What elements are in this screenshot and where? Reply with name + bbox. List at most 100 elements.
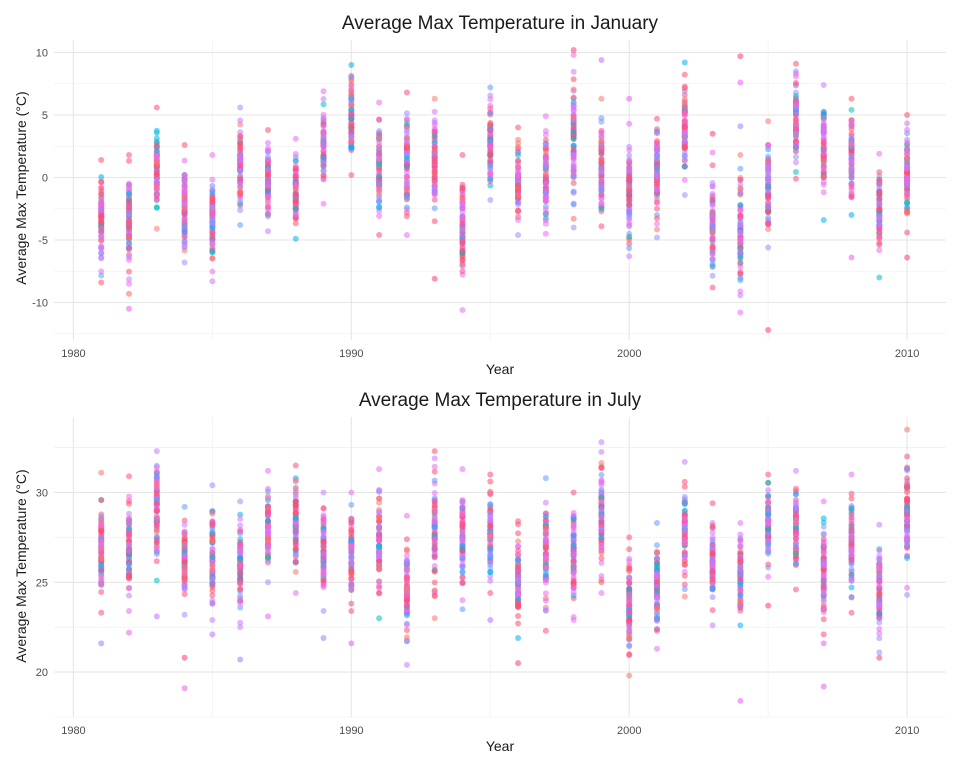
data-point [737,219,744,226]
data-point [403,173,410,180]
data-point [904,528,911,535]
data-point [320,130,327,137]
data-point [403,575,410,582]
data-point [515,530,522,537]
data-point [126,245,133,252]
data-point [737,181,744,188]
data-point [376,487,383,494]
data-point [403,592,410,599]
data-point [487,176,494,183]
data-point [542,194,549,201]
data-point [209,554,216,561]
data-point [654,215,661,222]
outlier-point [126,305,133,312]
data-point [181,259,188,266]
data-point [320,542,327,549]
data-point [431,154,438,161]
data-point [209,510,216,517]
data-point [126,500,133,507]
data-point [681,536,688,543]
data-point [876,239,883,246]
data-point [459,152,466,158]
data-point [820,139,827,146]
data-point [320,88,327,95]
data-point [848,194,855,201]
data-point [376,204,383,211]
data-point [654,226,661,233]
data-point [709,550,716,557]
data-point [820,179,827,186]
data-point [209,538,216,545]
data-point [98,250,105,257]
data-point [626,245,633,252]
data-point [570,516,577,523]
data-point [904,169,911,176]
data-point [126,608,133,615]
data-point [403,586,410,593]
data-point [765,183,772,190]
data-point [403,145,410,152]
data-point [709,284,716,291]
data-point [515,216,522,223]
data-point [820,616,827,623]
grid-lines-july [54,417,946,718]
data-point [459,574,466,581]
data-point [459,580,466,587]
data-point [181,517,188,524]
data-point [626,253,633,260]
data-point [459,256,466,263]
data-point [376,161,383,168]
data-point [681,522,688,529]
data-point [209,580,216,587]
outlier-point [237,656,244,663]
y-tick-label: -5 [38,235,48,247]
data-point [848,165,855,172]
data-point [848,551,855,558]
data-point [403,602,410,609]
y-tick-label: -10 [32,298,48,310]
data-point [181,581,188,588]
data-point [237,154,244,161]
data-point [403,120,410,127]
data-point [153,138,160,145]
data-point [292,590,299,597]
data-point [237,176,244,183]
data-point [431,455,438,462]
data-point [542,162,549,169]
data-point [598,129,605,136]
data-point [515,634,522,641]
data-point [264,579,271,586]
data-point [376,514,383,521]
data-point [626,652,633,659]
data-point [570,145,577,152]
data-point [98,272,105,279]
data-point [542,475,549,482]
data-point [209,575,216,582]
data-point [376,213,383,220]
data-point [515,579,522,586]
outlier-point [765,602,772,609]
data-point [848,471,855,478]
data-point [487,197,494,203]
data-point [876,247,883,254]
data-point [542,579,549,586]
data-point [153,539,160,546]
data-point [904,502,911,509]
data-point [626,591,633,598]
data-point [681,103,688,110]
data-point [459,548,466,555]
data-point [376,543,383,550]
data-point [598,165,605,172]
data-point [904,495,911,502]
data-point [487,148,494,155]
data-point [126,197,133,204]
data-point [765,153,772,160]
data-point [320,528,327,535]
data-point [209,232,216,239]
outlier-point [570,215,577,222]
data-point [598,223,605,230]
data-point [848,507,855,514]
data-point [626,642,633,649]
data-point [403,559,410,566]
data-point [709,543,716,550]
